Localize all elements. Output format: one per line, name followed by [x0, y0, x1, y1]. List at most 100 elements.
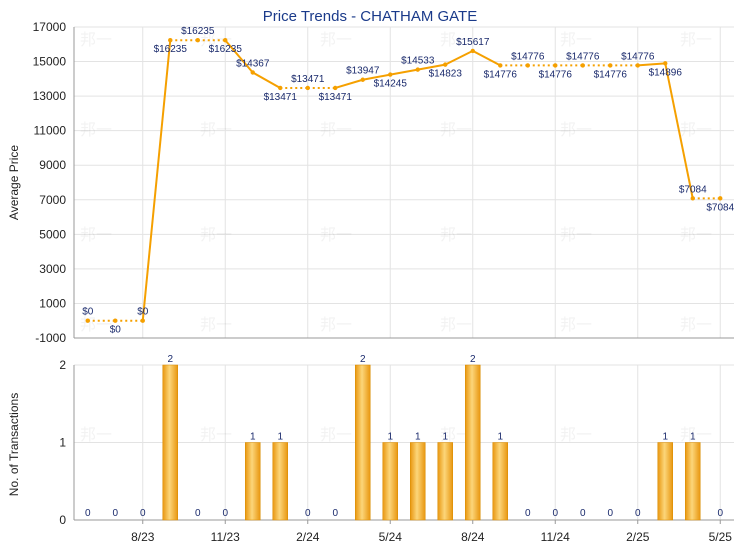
price-line-segment	[472, 50, 501, 67]
price-line-segment	[390, 68, 418, 76]
price-line-segment	[362, 73, 391, 81]
bottom-y-tick-label: 2	[59, 358, 66, 372]
watermark: 邦一	[80, 315, 112, 334]
transaction-count-label: 0	[607, 508, 613, 519]
price-data-label: $14823	[429, 69, 463, 80]
price-line-segment	[417, 63, 446, 71]
transaction-count-label: 0	[552, 508, 558, 519]
price-data-label: $15617	[456, 37, 490, 48]
price-point	[195, 38, 200, 43]
x-tick-label: 11/24	[541, 530, 570, 544]
price-point	[360, 77, 365, 82]
transaction-count-label: 0	[305, 508, 311, 519]
watermark: 邦一	[80, 120, 112, 139]
price-data-label: $14896	[649, 67, 683, 78]
price-point	[718, 196, 723, 201]
transaction-bar	[245, 442, 261, 521]
transaction-count-label: 0	[85, 508, 91, 519]
price-line-segment	[252, 71, 281, 89]
price-data-label: $14776	[594, 69, 628, 80]
price-point	[635, 63, 640, 68]
x-tick-label: 5/25	[709, 530, 733, 544]
price-data-label: $14776	[621, 51, 655, 62]
price-line-segment	[637, 62, 666, 67]
watermark: 邦一	[320, 120, 352, 139]
price-data-label: $16235	[209, 44, 243, 55]
transaction-count-label: 1	[387, 432, 393, 443]
transaction-count-label: 1	[690, 432, 696, 443]
transaction-bar	[410, 442, 426, 521]
watermark: 邦一	[320, 425, 352, 444]
price-data-label: $13947	[346, 66, 380, 77]
watermark: 邦一	[440, 315, 472, 334]
price-point	[168, 38, 173, 43]
transaction-count-label: 0	[635, 508, 641, 519]
watermark: 邦一	[80, 425, 112, 444]
transaction-bar	[685, 442, 701, 521]
watermark: 邦一	[680, 120, 712, 139]
watermark: 邦一	[560, 425, 592, 444]
price-point	[223, 38, 228, 43]
top-y-tick-label: 11000	[34, 124, 67, 138]
transaction-count-label: 1	[277, 432, 283, 443]
price-data-label: $13471	[319, 92, 353, 103]
price-point	[608, 63, 613, 68]
transaction-bar	[382, 442, 398, 521]
transaction-bar	[492, 442, 508, 521]
transaction-count-label: 0	[332, 508, 338, 519]
price-point	[85, 318, 90, 323]
top-y-tick-label: -1000	[35, 331, 66, 345]
watermark: 邦一	[200, 425, 232, 444]
price-data-label: $0	[137, 307, 149, 318]
watermark: 邦一	[200, 120, 232, 139]
transaction-count-label: 2	[470, 354, 476, 365]
watermark: 邦一	[200, 315, 232, 334]
price-data-label: $14533	[401, 56, 435, 67]
price-point	[250, 70, 255, 75]
top-y-axis-title: Average Price	[7, 145, 21, 220]
price-data-label: $14367	[236, 58, 270, 69]
price-data-label: $14776	[511, 51, 545, 62]
x-tick-label: 2/24	[296, 530, 320, 544]
transaction-bar	[272, 442, 288, 521]
bottom-y-axis-title: No. of Transactions	[7, 393, 21, 496]
x-tick-label: 5/24	[379, 530, 403, 544]
price-point	[278, 85, 283, 91]
top-y-tick-label: 15000	[33, 55, 67, 69]
price-data-label: $0	[110, 325, 122, 336]
watermark: 邦一	[440, 225, 472, 244]
transaction-count-label: 0	[525, 508, 531, 519]
watermark: 邦一	[200, 225, 232, 244]
price-point	[525, 63, 530, 68]
transaction-count-label: 0	[112, 508, 118, 519]
price-line-segment	[224, 39, 254, 74]
watermark: 邦一	[320, 225, 352, 244]
transaction-count-label: 1	[415, 432, 421, 443]
watermark: 邦一	[560, 120, 592, 139]
transaction-count-label: 0	[195, 508, 201, 519]
watermark: 邦一	[80, 30, 112, 49]
x-tick-label: 2/25	[626, 530, 650, 544]
price-point	[388, 72, 393, 77]
watermark: 邦一	[80, 225, 112, 244]
price-point	[663, 61, 668, 66]
price-point	[498, 63, 503, 68]
watermark: 邦一	[680, 315, 712, 334]
transaction-bar	[437, 442, 453, 521]
watermark: 邦一	[560, 30, 592, 49]
price-point	[333, 85, 338, 91]
top-y-tick-label: 17000	[33, 20, 67, 34]
price-point	[140, 318, 145, 323]
price-data-label: $16235	[181, 26, 215, 37]
price-data-label: $14776	[539, 69, 573, 80]
transaction-count-label: 2	[167, 354, 173, 365]
price-data-label: $7084	[706, 202, 734, 213]
transaction-count-label: 1	[497, 432, 503, 443]
top-y-tick-label: 3000	[39, 262, 66, 276]
price-line-segment	[334, 78, 364, 89]
price-data-label: $14776	[566, 51, 600, 62]
transaction-count-label: 1	[442, 432, 448, 443]
watermark: 邦一	[440, 120, 472, 139]
